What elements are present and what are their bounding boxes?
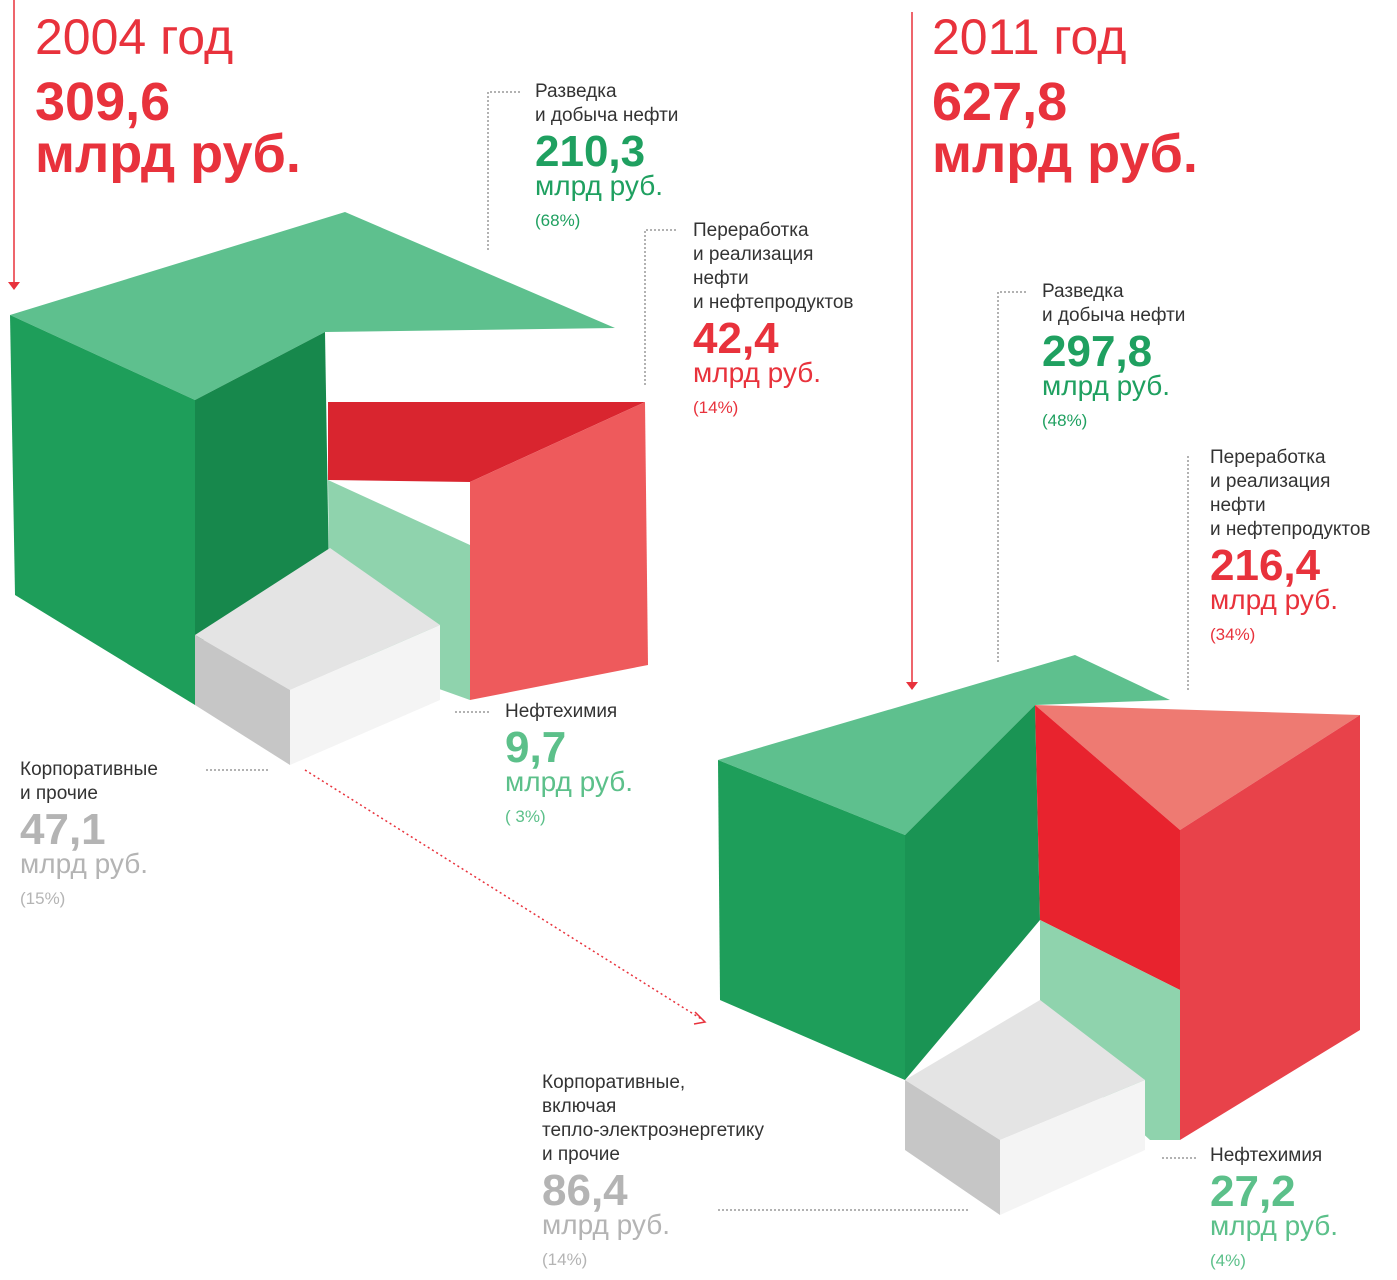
year: 2011 год — [932, 9, 1127, 65]
label-line: и добыча нефти — [1042, 305, 1186, 326]
unit: млрд руб. — [1210, 1210, 1339, 1241]
value: 86,4 — [542, 1166, 628, 1215]
label-line: Разведка — [1042, 281, 1124, 302]
value: 9,7 — [505, 723, 567, 772]
label-line: Корпоративные — [20, 759, 158, 780]
share: (4%) — [1210, 1251, 1246, 1270]
label-line: и реализация — [693, 244, 814, 265]
share: (14%) — [693, 398, 739, 417]
value: 216,4 — [1210, 541, 1321, 590]
unit: млрд руб. — [20, 848, 149, 879]
total: 309,6 — [35, 72, 171, 132]
segment-label: Корпоративные и прочие 47,1 млрд руб. (15%) — [20, 758, 158, 907]
connectors — [8, 0, 1196, 1211]
label-line: Нефтехимия — [505, 701, 618, 722]
share: (68%) — [535, 211, 581, 230]
label-line: нефти — [1210, 495, 1266, 516]
label-line: Разведка — [535, 81, 617, 102]
block-2004 — [10, 212, 648, 765]
label-line: нефти — [693, 268, 749, 289]
label-line: Переработка — [1210, 447, 1326, 468]
label-line: и нефтепродуктов — [693, 292, 854, 313]
unit: млрд руб. — [1042, 370, 1171, 401]
segment-label: Переработка и реализация нефти и нефтепроду… — [1210, 446, 1371, 643]
label-line: и добыча нефти — [535, 105, 679, 126]
label-line: и реализация — [1210, 471, 1331, 492]
unit: млрд руб. — [1210, 584, 1339, 615]
total-unit: млрд руб. — [932, 124, 1198, 184]
share: ( 3%) — [505, 807, 546, 826]
label-line: тепло-электроэнергетику — [542, 1120, 764, 1141]
value: 47,1 — [20, 805, 106, 854]
share: (15%) — [20, 889, 66, 908]
share: (34%) — [1210, 625, 1256, 644]
label-line: и нефтепродуктов — [1210, 519, 1371, 540]
label-line: и прочие — [542, 1144, 620, 1165]
segment-label: Разведка и добыча нефти 210,3 млрд руб. (68%… — [535, 80, 678, 229]
year: 2004 год — [35, 9, 234, 65]
label-line: Корпоративные, — [542, 1072, 686, 1093]
segment-label: Разведка и добыча нефти 297,8 млрд руб. (48%… — [1042, 280, 1185, 429]
label-line: включая — [542, 1096, 617, 1117]
value: 297,8 — [1042, 327, 1153, 376]
label-line: и прочие — [20, 783, 98, 804]
panel-header: 2011 год 627,8 млрд руб. — [932, 9, 1198, 184]
segment-label: Корпоративные, включая тепло-электроэнерге… — [542, 1071, 764, 1268]
panel-header: 2004 год 309,6 млрд руб. — [35, 9, 301, 184]
total-unit: млрд руб. — [35, 124, 301, 184]
label-line: Переработка — [693, 220, 809, 241]
block-2011 — [718, 655, 1360, 1215]
value: 210,3 — [535, 127, 646, 176]
unit: млрд руб. — [535, 170, 664, 201]
total: 627,8 — [932, 72, 1068, 132]
unit: млрд руб. — [693, 357, 822, 388]
value: 27,2 — [1210, 1167, 1296, 1216]
segment-label: Нефтехимия 9,7 млрд руб. ( 3%) — [505, 700, 633, 825]
value: 42,4 — [693, 314, 779, 363]
segment-label: Нефтехимия 27,2 млрд руб. (4%) — [1210, 1144, 1338, 1269]
share: (14%) — [542, 1250, 588, 1269]
unit: млрд руб. — [542, 1209, 671, 1240]
unit: млрд руб. — [505, 766, 634, 797]
share: (48%) — [1042, 411, 1088, 430]
label-line: Нефтехимия — [1210, 1145, 1323, 1166]
segment-label: Переработка и реализация нефти и нефтепроду… — [693, 219, 854, 416]
